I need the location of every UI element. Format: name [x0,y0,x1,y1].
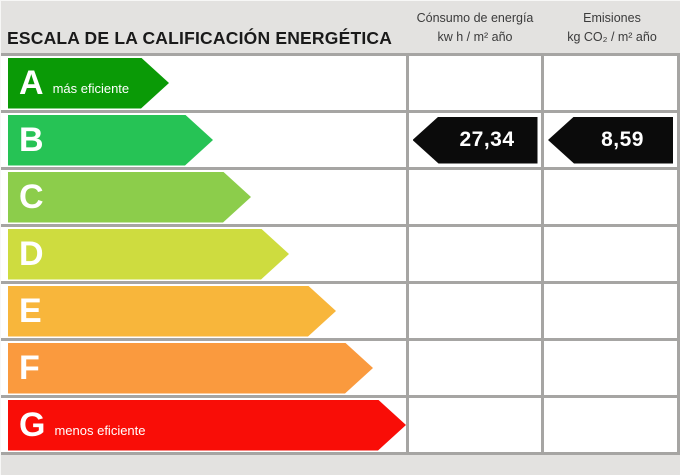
rating-bar-cell-d: D [1,227,406,281]
emissions-cell-b: 8,59 [541,113,680,167]
rating-arrow-e: E [8,286,336,337]
consumption-column-header: Cónsumo de energía kw h / m² año [406,1,544,53]
scale-row-d: D [1,227,680,284]
scale-row-a: A más eficiente [1,56,680,113]
consumption-value: 27,34 [459,128,515,151]
emissions-cell-f [541,341,680,395]
consumption-cell-g [406,398,541,452]
emissions-column-header: Emisiones kg CO₂ / m² año [544,1,680,53]
emissions-cell-c [541,170,680,224]
rating-letter: F [19,349,40,387]
rating-arrow-b: B [8,115,213,166]
scale-row-f: F [1,341,680,398]
header: ESCALA DE LA CALIFICACIÓN ENERGÉTICA Cón… [1,1,680,53]
scale-row-c: C [1,170,680,227]
rating-letter: E [19,292,42,330]
emissions-cell-d [541,227,680,281]
consumption-cell-d [406,227,541,281]
emissions-cell-g [541,398,680,452]
rating-arrow-d: D [8,229,289,280]
rating-bar-cell-f: F [1,341,406,395]
page-title: ESCALA DE LA CALIFICACIÓN ENERGÉTICA [7,28,393,48]
consumption-header-line2: kw h / m² año [437,30,513,44]
rating-arrow-f: F [8,343,373,394]
consumption-cell-f [406,341,541,395]
scale-row-g: G menos eficiente [1,398,680,455]
emissions-value: 8,59 [601,128,644,151]
rating-letter: D [19,235,44,273]
emissions-value-arrow: 8,59 [548,116,673,164]
emissions-cell-a [541,56,680,110]
consumption-cell-c [406,170,541,224]
rating-letter: G [19,406,46,444]
rating-bar-cell-a: A más eficiente [1,56,406,110]
emissions-header-line2: kg CO₂ / m² año [567,30,657,44]
rating-arrow-a: A más eficiente [8,58,169,109]
consumption-cell-e [406,284,541,338]
rating-arrow-c: C [8,172,251,223]
consumption-header-line1: Cónsumo de energía [416,10,534,25]
consumption-cell-b: 27,34 [406,113,541,167]
emissions-header-line1: Emisiones [583,10,641,25]
rating-bar-cell-b: B [1,113,406,167]
rating-table: A más eficiente B 27,34 8,5 [1,53,680,455]
rating-note: menos eficiente [54,422,146,438]
rating-letter: B [19,121,44,159]
scale-row-e: E [1,284,680,341]
rating-bar-cell-e: E [1,284,406,338]
rating-bar-cell-c: C [1,170,406,224]
rating-letter: C [19,178,44,216]
consumption-cell-a [406,56,541,110]
emissions-cell-e [541,284,680,338]
rating-note: más eficiente [52,80,130,96]
rating-bar-cell-g: G menos eficiente [1,398,406,452]
rating-letter: A [19,64,44,102]
rating-arrow-g: G menos eficiente [8,400,406,451]
consumption-value-arrow: 27,34 [412,116,538,164]
scale-row-b: B 27,34 8,59 [1,113,680,170]
